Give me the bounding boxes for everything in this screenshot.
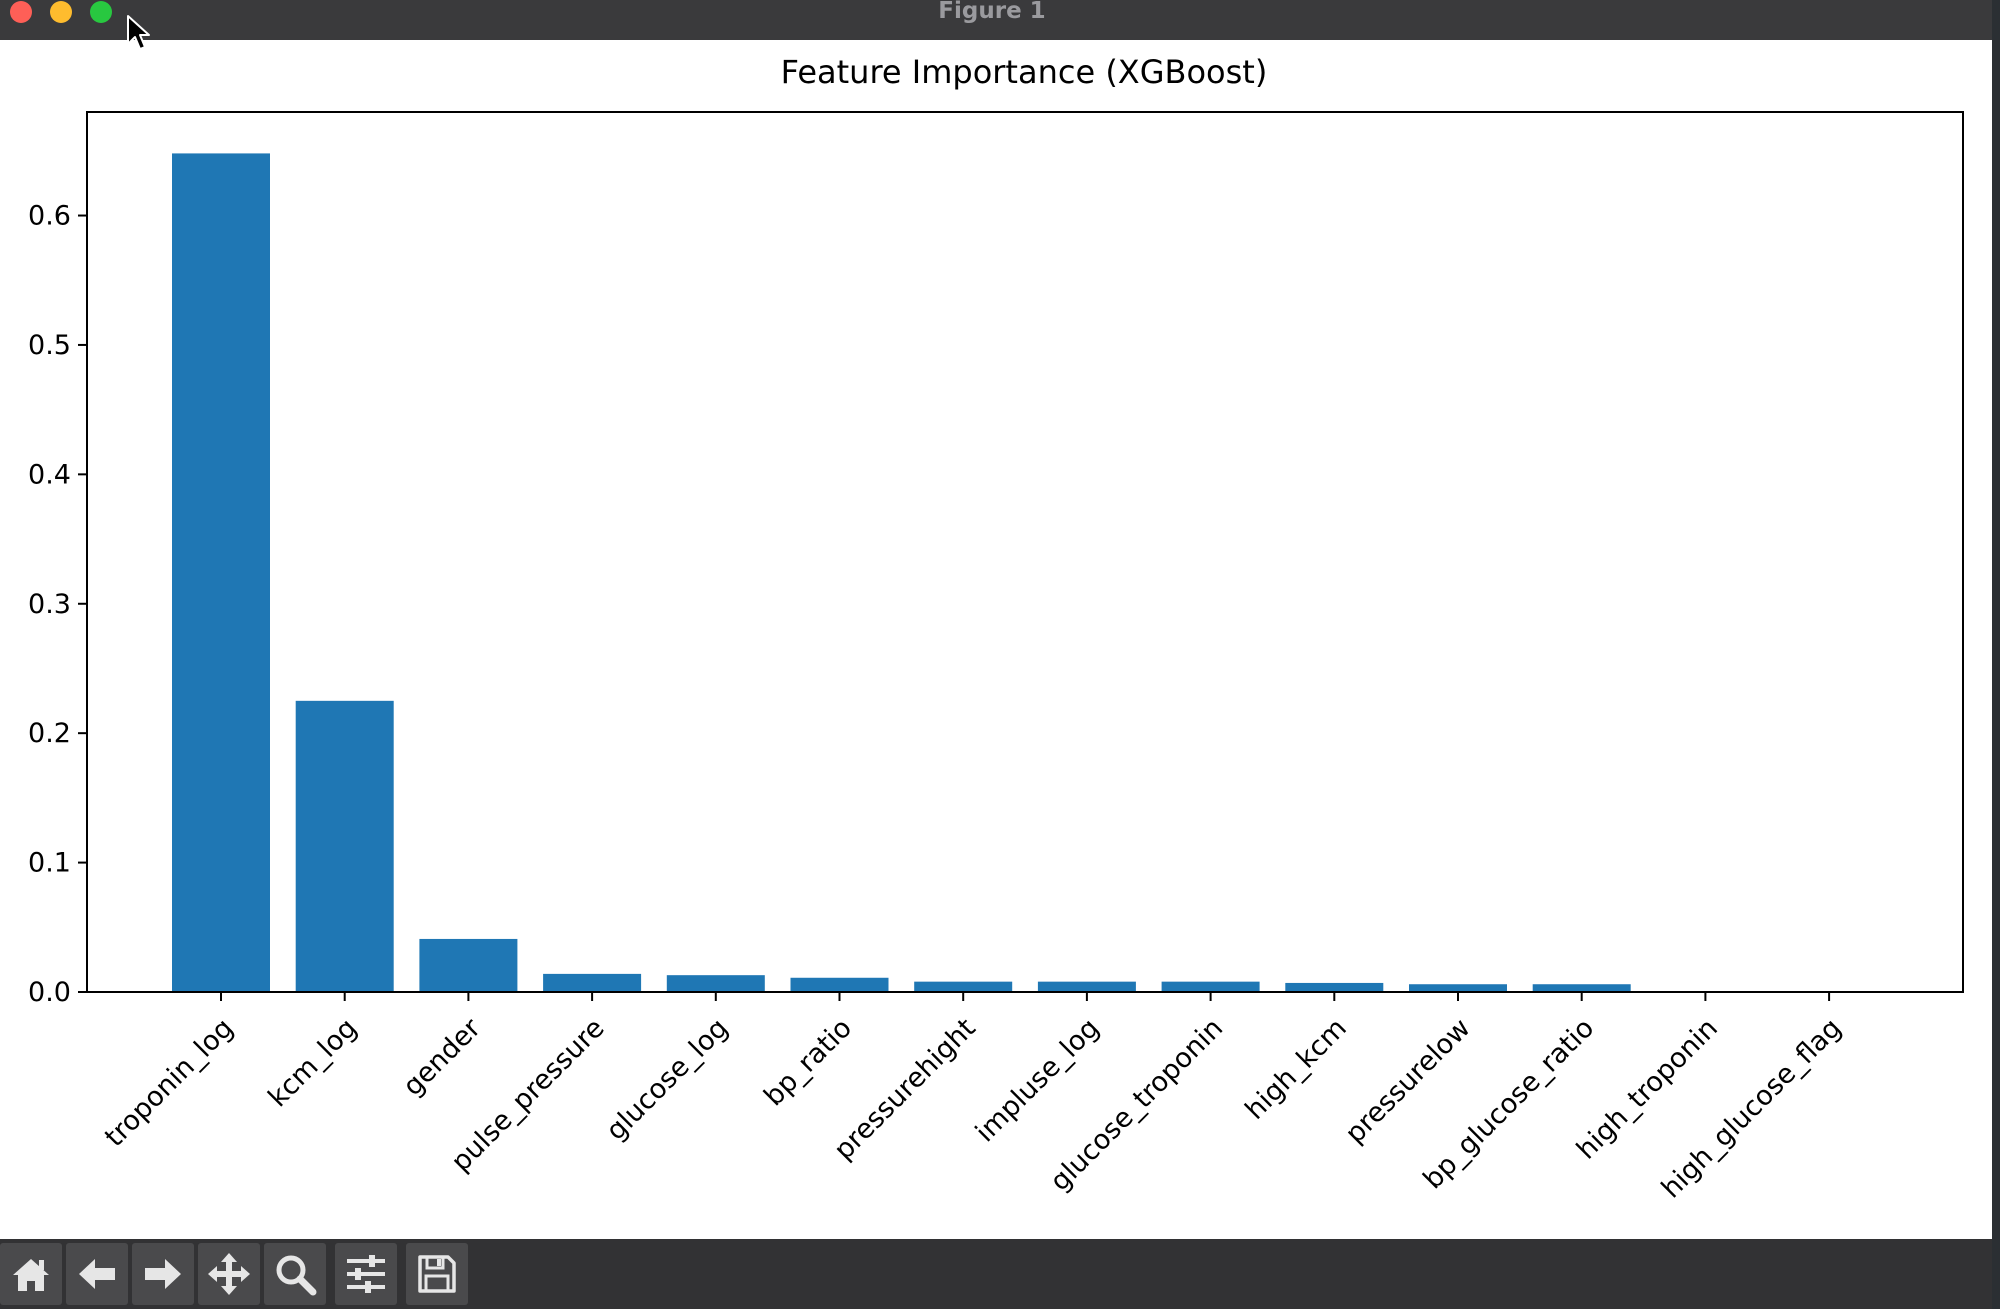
bar-troponin_log [172,153,270,993]
bar-glucose_troponin [1161,981,1260,992]
magnifier-icon [276,1255,317,1296]
y-tick-label: 0.0 [28,977,71,1008]
arrow-left-icon [79,1259,115,1289]
arrow-right-icon [145,1259,181,1289]
bar-gender [419,938,518,992]
configure-subplots-button[interactable] [335,1243,397,1305]
y-tick-label: 0.5 [28,330,71,361]
bar-bp_ratio [790,977,889,992]
chart-title: Feature Importance (XGBoost) [781,53,1268,91]
floppy-disk-icon [418,1255,456,1293]
sliders-icon [347,1255,385,1293]
back-button[interactable] [66,1243,128,1305]
y-tick-label: 0.3 [28,589,71,620]
figure-background [0,40,1992,1239]
background-window-edge [1992,0,2000,1309]
y-tick-label: 0.4 [28,459,71,490]
maximize-window-button[interactable] [90,1,112,23]
bar-chart[interactable]: Feature Importance (XGBoost) 0.00.10.20.… [0,40,1992,1239]
bar-pulse_pressure [543,973,642,992]
y-axis: 0.0 0.1 0.2 0.3 0.4 0.5 0.6 [28,201,87,1008]
bar-pressurehight [914,981,1013,992]
title-bar[interactable]: Figure 1 [0,0,1992,41]
minimize-window-button[interactable] [50,1,72,23]
bar-kcm_log [295,700,394,992]
bar-pressurelow [1409,984,1507,992]
navigation-toolbar [0,1239,1992,1309]
home-button[interactable] [0,1243,62,1305]
window-title: Figure 1 [938,0,1046,24]
y-tick-label: 0.2 [28,718,71,749]
mouse-pointer-icon [127,15,150,50]
home-icon [13,1259,49,1291]
axes-frame [86,111,1964,993]
move-icon [208,1253,250,1295]
forward-button[interactable] [132,1243,194,1305]
save-button[interactable] [406,1243,468,1305]
bar-bp_glucose_ratio [1532,984,1631,992]
y-tick-label: 0.1 [28,848,71,879]
bars-layer [172,153,1631,993]
y-tick-label: 0.6 [28,201,71,232]
pan-button[interactable] [198,1243,260,1305]
bar-impluse_log [1037,981,1136,992]
bar-glucose_log [666,975,765,992]
bar-high_kcm [1285,982,1384,992]
close-window-button[interactable] [10,1,32,23]
zoom-button[interactable] [264,1243,326,1305]
